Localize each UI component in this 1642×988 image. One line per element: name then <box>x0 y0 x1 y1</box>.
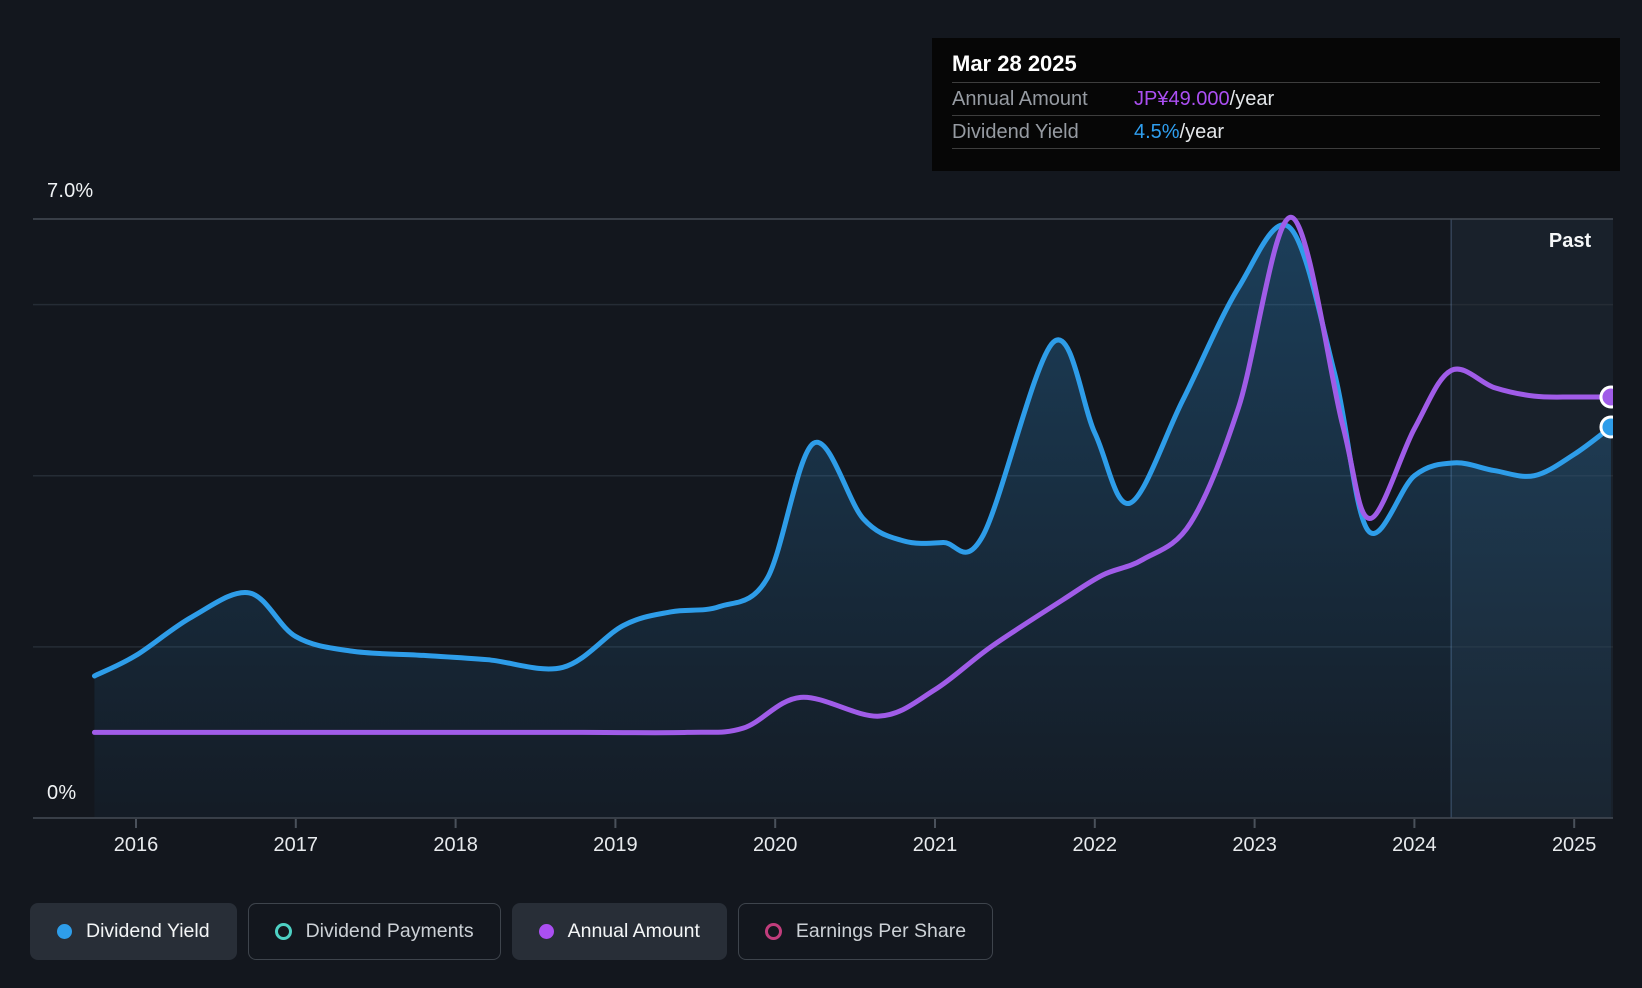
x-axis-label-2022: 2022 <box>1072 834 1118 856</box>
x-axis-label-2021: 2021 <box>912 834 958 856</box>
chart-legend: Dividend Yield Dividend Payments Annual Am… <box>30 903 994 960</box>
legend-dot-icon <box>57 924 72 939</box>
tooltip-divider <box>952 115 1600 116</box>
annual-amount-line <box>91 214 1613 736</box>
x-axis-label-2017: 2017 <box>273 834 319 856</box>
tooltip-row-label: Annual Amount <box>952 88 1088 110</box>
tooltip-row-suffix: /year <box>1179 121 1225 143</box>
past-region-label: Past <box>1548 230 1592 252</box>
dividend-yield-area <box>94 224 1611 818</box>
legend-button-earnings-per-share[interactable]: Earnings Per Share <box>737 903 994 960</box>
x-axis-label-2016: 2016 <box>113 834 159 856</box>
legend-button-annual-amount[interactable]: Annual Amount <box>511 903 727 960</box>
x-axis-label-2025: 2025 <box>1551 834 1597 856</box>
tooltip-row-suffix: /year <box>1229 88 1275 110</box>
tooltip-row-dividend-yield: Dividend Yield 4.5%/year <box>952 116 1600 148</box>
x-axis-label-2019: 2019 <box>593 834 638 856</box>
legend-ring-icon <box>764 923 782 940</box>
legend-label: Annual Amount <box>567 920 700 942</box>
x-axis-label-2018: 2018 <box>433 834 478 856</box>
x-axis-label-2020: 2020 <box>752 834 798 856</box>
tooltip-row-annual-amount: Annual Amount JP¥49.000/year <box>952 83 1600 115</box>
tooltip-row-value: 4.5% <box>1134 121 1180 143</box>
dividend-yield-end-marker <box>1599 415 1613 439</box>
y-axis-label-bottom: 0% <box>47 782 77 804</box>
annual-amount-end-marker <box>1599 385 1613 409</box>
legend-dot-icon <box>538 924 554 939</box>
tooltip-date: Mar 28 2025 <box>952 51 1077 76</box>
dividend-yield-line <box>91 222 1613 679</box>
legend-label: Earnings Per Share <box>795 920 967 942</box>
legend-button-dividend-yield[interactable]: Dividend Yield <box>30 903 237 960</box>
x-axis-label-2024: 2024 <box>1392 834 1437 856</box>
tooltip-row-value: JP¥49.000 <box>1134 88 1230 110</box>
tooltip-divider <box>952 82 1600 83</box>
y-axis-label-top: 7.0% <box>47 180 94 202</box>
chart-tooltip: Mar 28 2025 Annual Amount JP¥49.000/year D… <box>932 38 1620 171</box>
x-axis-label-2023: 2023 <box>1232 834 1277 856</box>
legend-label: Dividend Yield <box>86 920 210 942</box>
tooltip-divider <box>952 148 1600 149</box>
legend-ring-icon <box>274 923 292 940</box>
legend-label: Dividend Payments <box>305 920 474 942</box>
tooltip-row-label: Dividend Yield <box>952 121 1079 143</box>
legend-button-dividend-payments[interactable]: Dividend Payments <box>247 903 501 960</box>
